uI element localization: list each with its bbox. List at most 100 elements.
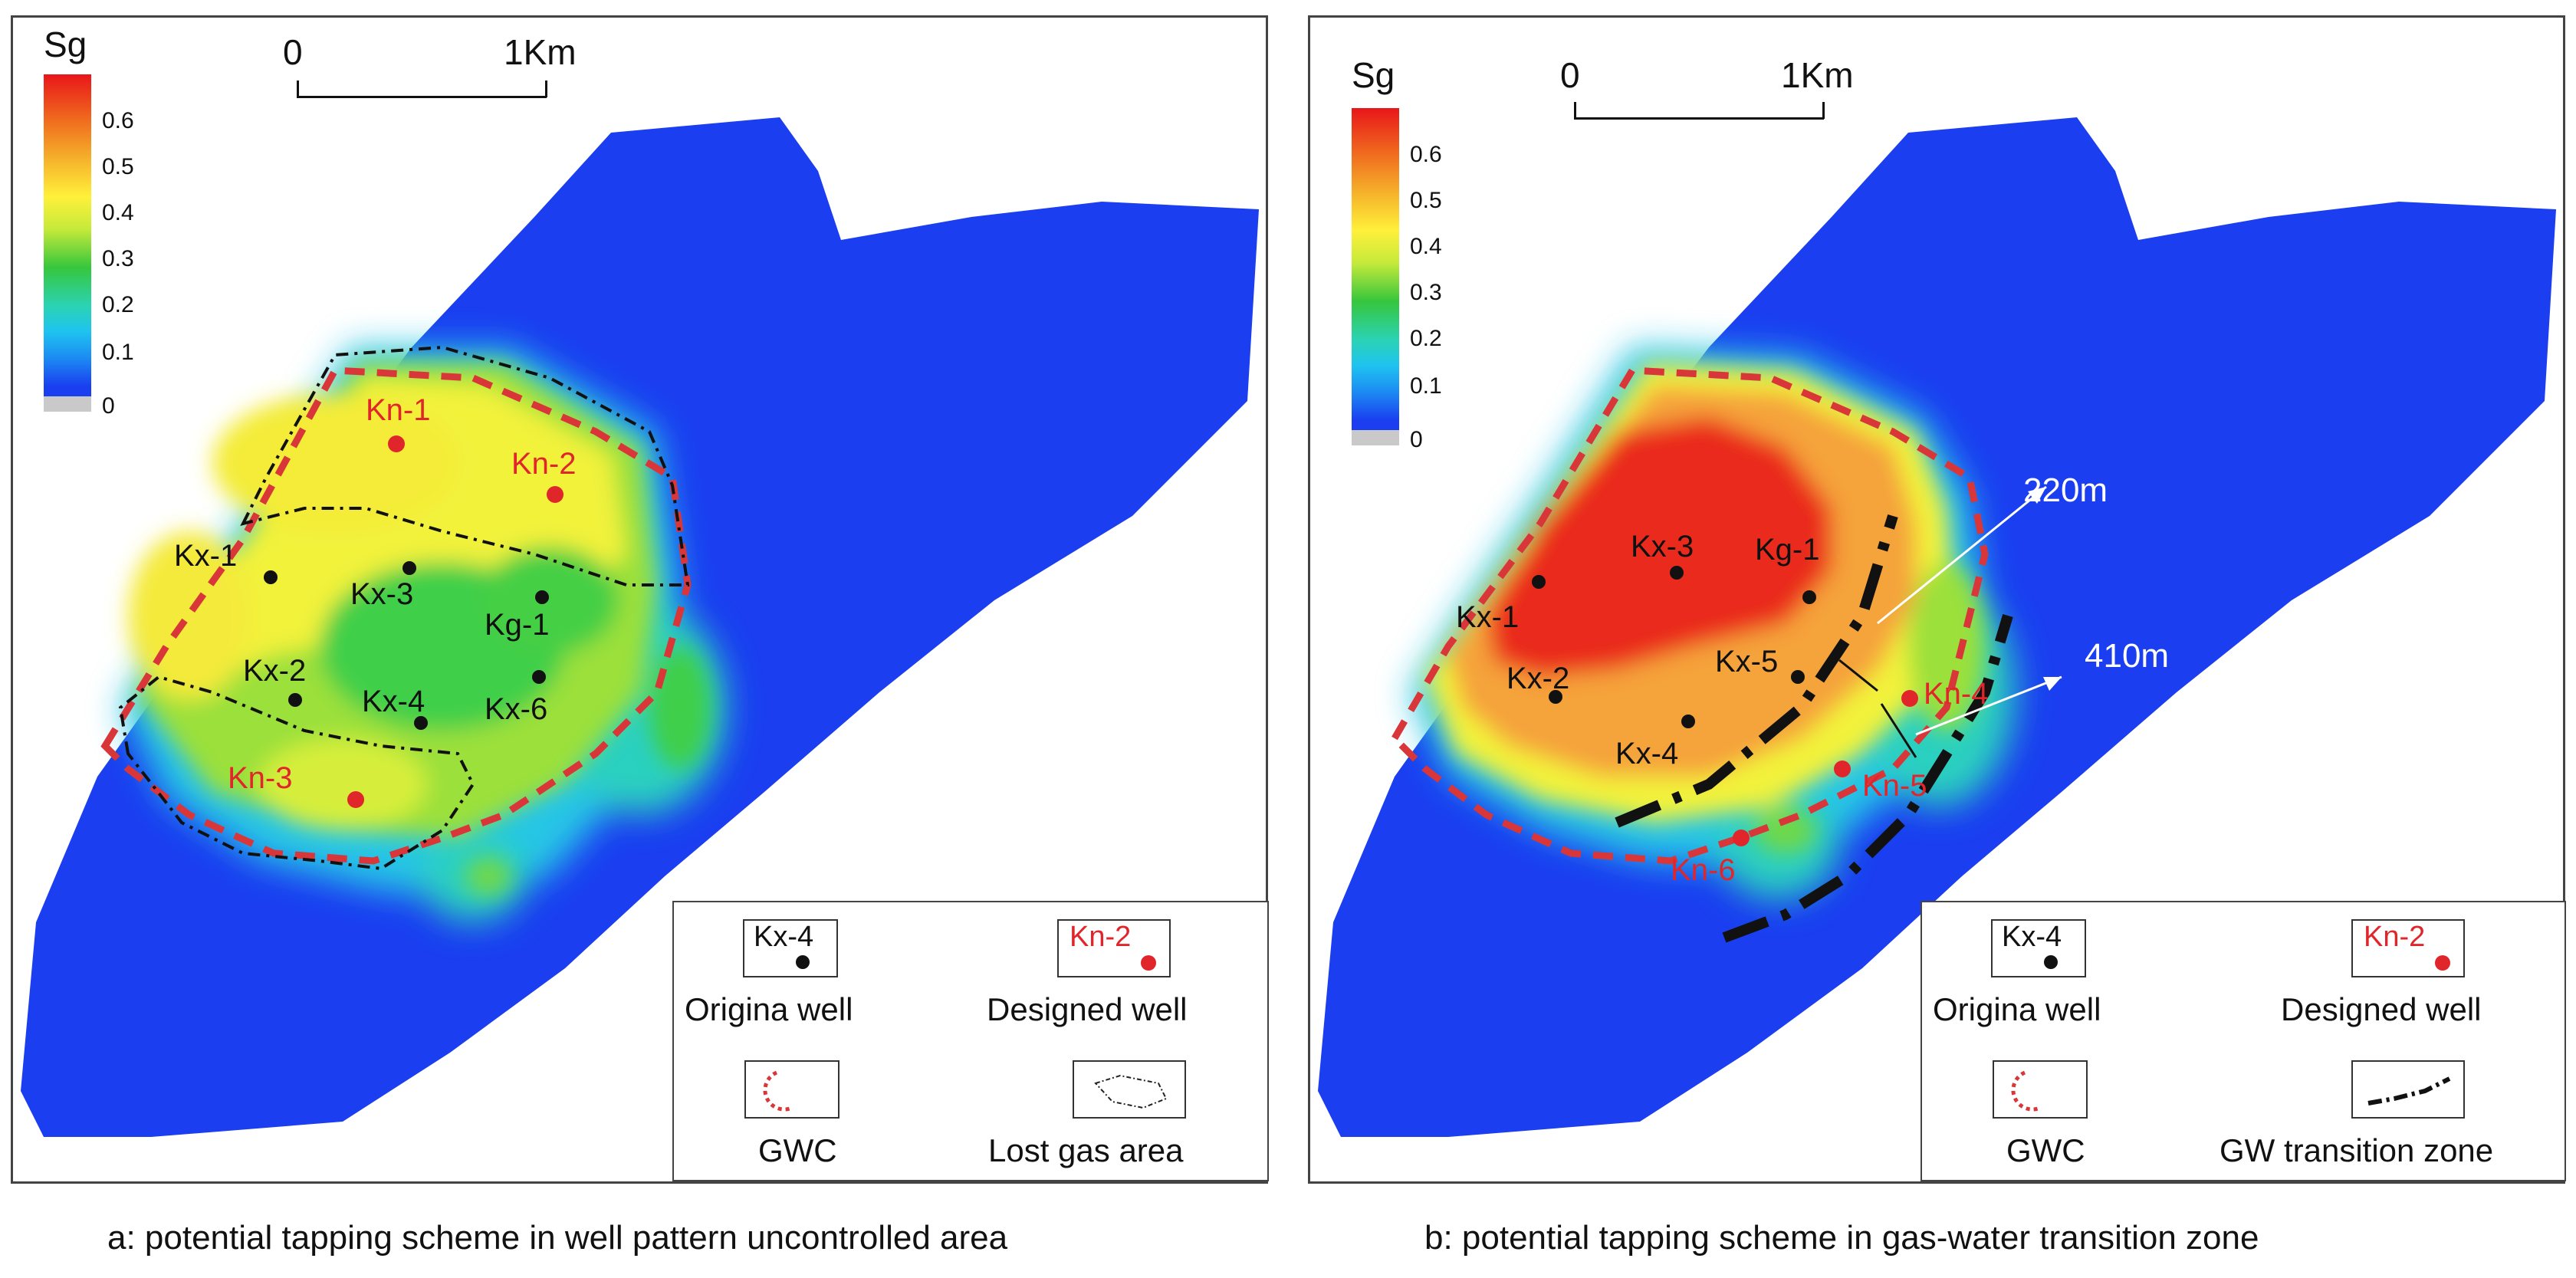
well-label: Kx-4 bbox=[362, 685, 426, 718]
colorbar bbox=[1352, 108, 1399, 430]
well-label: Kx-3 bbox=[350, 577, 414, 611]
lost-gas-upper bbox=[240, 345, 690, 586]
colorbar-null bbox=[44, 396, 91, 412]
caption-b: b: potential tapping scheme in gas-water… bbox=[1424, 1219, 2259, 1257]
legend-gwc-label: GWC bbox=[758, 1132, 837, 1168]
map-a bbox=[21, 117, 1259, 1137]
gwc-icon bbox=[763, 1070, 793, 1112]
well-kg-1 bbox=[535, 590, 549, 604]
lost-gas-outline bbox=[118, 675, 475, 871]
well-label: Kg-1 bbox=[1755, 533, 1820, 567]
well-kx-2 bbox=[288, 693, 302, 707]
scale-tick bbox=[1574, 102, 1576, 119]
legend-gw-sample bbox=[2351, 1060, 2465, 1119]
tick: 0 bbox=[1410, 427, 1423, 452]
well-label: Kx-2 bbox=[1506, 662, 1570, 695]
well-label: Kx-1 bbox=[174, 539, 238, 573]
well-kx-5 bbox=[1791, 670, 1805, 684]
well-label: Kn-4 bbox=[1924, 677, 1989, 711]
tick: 0.2 bbox=[102, 292, 134, 317]
legend-sample-label: Kn-2 bbox=[2364, 921, 2426, 953]
legend-designed-sample: Kn-2 bbox=[2351, 919, 2465, 977]
well-label: Kn-6 bbox=[1671, 853, 1736, 887]
well-label: Kn-5 bbox=[1862, 769, 1927, 803]
gw-transition-icon bbox=[2367, 1076, 2451, 1106]
legend-gwc-label: GWC bbox=[2006, 1132, 2085, 1168]
measure-220 bbox=[1838, 659, 1878, 692]
panel-b: Sg 0.6 0.5 0.4 0.3 0.2 0.1 0 0 1Km Kx-1 … bbox=[1308, 15, 2566, 1184]
arrow-220 bbox=[1877, 485, 2047, 625]
map-b bbox=[1318, 117, 2556, 1137]
legend-lost-label: Lost gas area bbox=[988, 1132, 1184, 1168]
original-well-icon bbox=[2044, 955, 2058, 969]
legend-designed-label: Designed well bbox=[987, 991, 1188, 1027]
well-label: Kx-5 bbox=[1715, 645, 1779, 678]
legend-gwc-sample bbox=[1993, 1060, 2088, 1119]
lost-gas-icon bbox=[1094, 1074, 1168, 1109]
tick: 0.5 bbox=[102, 154, 134, 179]
colorbar bbox=[44, 74, 91, 396]
tick: 0.4 bbox=[102, 200, 134, 225]
legend-original-label: Origina well bbox=[1933, 991, 2101, 1027]
tick: 0.5 bbox=[1410, 188, 1442, 213]
well-kn-5 bbox=[1834, 761, 1851, 777]
gw-transition-inner bbox=[1615, 514, 1898, 828]
gwc-icon bbox=[2011, 1070, 2041, 1112]
measure-410 bbox=[1880, 703, 1917, 758]
well-kx-1 bbox=[1532, 575, 1546, 589]
designed-well-icon bbox=[2435, 955, 2450, 971]
legend-sample-label: Kx-4 bbox=[2002, 921, 2062, 953]
well-kn-3 bbox=[347, 791, 364, 808]
legend-sample-label: Kn-2 bbox=[1070, 921, 1132, 953]
scale-end: 1Km bbox=[504, 32, 577, 72]
legend-original-label: Origina well bbox=[685, 991, 853, 1027]
tick: 0.3 bbox=[102, 246, 134, 271]
scale-start: 0 bbox=[1560, 55, 1580, 95]
well-label: Kn-3 bbox=[228, 761, 293, 795]
well-kn-6 bbox=[1733, 830, 1750, 846]
tick: 0.1 bbox=[1410, 373, 1442, 399]
well-kn-1 bbox=[388, 435, 405, 452]
colorbar-title: Sg bbox=[44, 25, 87, 64]
well-label: Kn-1 bbox=[366, 393, 431, 427]
well-label: Kx-2 bbox=[243, 654, 307, 688]
well-label: Kg-1 bbox=[485, 608, 550, 642]
tick: 0 bbox=[102, 393, 115, 419]
well-label: Kx-1 bbox=[1456, 600, 1520, 634]
legend-designed-label: Designed well bbox=[2281, 991, 2482, 1027]
well-kx-2 bbox=[1549, 690, 1562, 704]
distance-label-220: 220m bbox=[2023, 471, 2108, 509]
scale-start: 0 bbox=[283, 32, 303, 72]
legend-designed-sample: Kn-2 bbox=[1057, 919, 1171, 977]
well-kg-1 bbox=[1802, 590, 1816, 604]
caption-a: a: potential tapping scheme in well patt… bbox=[107, 1219, 1008, 1257]
panel-a: Sg 0.6 0.5 0.4 0.3 0.2 0.1 0 0 1Km Kn-1 … bbox=[11, 15, 1269, 1184]
well-label: Kn-2 bbox=[511, 447, 577, 481]
legend-a: Kx-4 Origina well Kn-2 Designed well GWC… bbox=[672, 901, 1269, 1181]
scale-end: 1Km bbox=[1781, 55, 1854, 95]
legend-lost-sample bbox=[1073, 1060, 1186, 1119]
scale-tick bbox=[1822, 102, 1825, 119]
scale-tick bbox=[545, 80, 547, 97]
well-kx-6 bbox=[532, 670, 546, 684]
designed-well-icon bbox=[1141, 955, 1156, 971]
well-kx-3 bbox=[402, 561, 416, 575]
tick: 0.6 bbox=[1410, 142, 1442, 167]
well-kx-3 bbox=[1670, 566, 1684, 580]
colorbar-title: Sg bbox=[1352, 55, 1395, 95]
well-label: Kx-6 bbox=[485, 692, 548, 726]
well-kx-1 bbox=[264, 570, 278, 584]
arrow-410 bbox=[1915, 675, 2062, 736]
wells-a bbox=[264, 435, 564, 808]
distance-label-410: 410m bbox=[2085, 637, 2170, 675]
well-kx-4 bbox=[1681, 715, 1695, 728]
tick: 0.3 bbox=[1410, 280, 1442, 305]
tick: 0.4 bbox=[1410, 234, 1442, 259]
legend-sample-label: Kx-4 bbox=[754, 921, 814, 953]
scale-bar bbox=[1574, 117, 1824, 120]
scale-tick bbox=[297, 80, 299, 97]
scale-bar bbox=[297, 96, 547, 98]
legend-gw-label: GW transition zone bbox=[2220, 1132, 2494, 1168]
well-kn-2 bbox=[547, 486, 564, 503]
colorbar-null bbox=[1352, 430, 1399, 445]
